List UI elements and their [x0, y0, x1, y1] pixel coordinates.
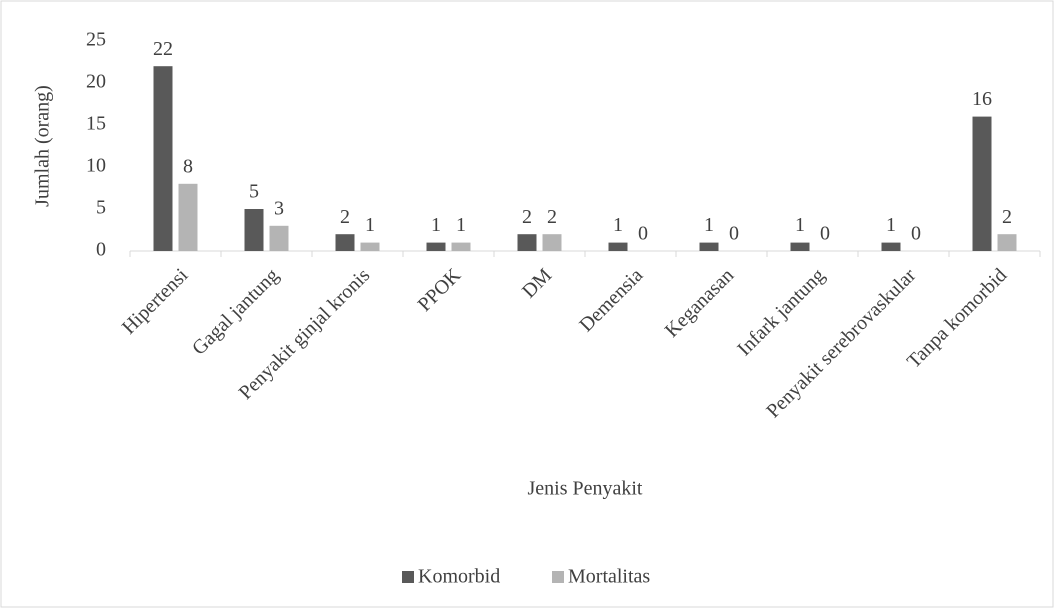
y-axis-title: Jumlah (orang) — [32, 85, 54, 207]
bar — [451, 242, 471, 251]
bar — [972, 116, 992, 251]
legend-swatch — [402, 571, 414, 583]
y-tick-label: 25 — [86, 29, 106, 51]
bar — [244, 209, 264, 251]
value-label: 1 — [365, 214, 375, 236]
bar — [542, 234, 562, 251]
legend-swatch — [552, 571, 564, 583]
legend-label: Mortalitas — [568, 566, 650, 588]
value-label: 1 — [704, 214, 714, 236]
value-label: 8 — [183, 155, 193, 177]
bar — [997, 234, 1017, 251]
y-tick-label: 0 — [96, 239, 106, 261]
value-label: 1 — [795, 214, 805, 236]
bar — [426, 242, 446, 251]
value-label: 16 — [972, 88, 992, 110]
y-tick-label: 10 — [86, 155, 106, 177]
value-label: 0 — [820, 223, 830, 245]
value-label: 2 — [340, 206, 350, 228]
value-label: 5 — [249, 181, 259, 203]
value-label: 1 — [456, 214, 466, 236]
y-tick-label: 20 — [86, 71, 106, 93]
bar — [790, 242, 810, 251]
bar — [153, 66, 173, 251]
bar — [881, 242, 901, 251]
bar — [699, 242, 719, 251]
bar — [360, 242, 380, 251]
x-axis-title: Jenis Penyakit — [528, 478, 643, 500]
legend-label: Komorbid — [418, 566, 500, 588]
value-label: 0 — [911, 223, 921, 245]
bar — [608, 242, 628, 251]
y-tick-label: 5 — [96, 197, 106, 219]
value-label: 0 — [729, 223, 739, 245]
value-label: 3 — [274, 197, 284, 219]
value-label: 22 — [153, 38, 173, 60]
value-label: 1 — [886, 214, 896, 236]
bar — [517, 234, 537, 251]
value-label: 2 — [1002, 206, 1012, 228]
value-label: 2 — [547, 206, 557, 228]
value-label: 1 — [431, 214, 441, 236]
bar — [269, 225, 289, 251]
bar — [335, 234, 355, 251]
y-tick-label: 15 — [86, 113, 106, 135]
value-label: 1 — [613, 214, 623, 236]
value-label: 0 — [638, 223, 648, 245]
bar — [178, 183, 198, 251]
value-label: 2 — [522, 206, 532, 228]
